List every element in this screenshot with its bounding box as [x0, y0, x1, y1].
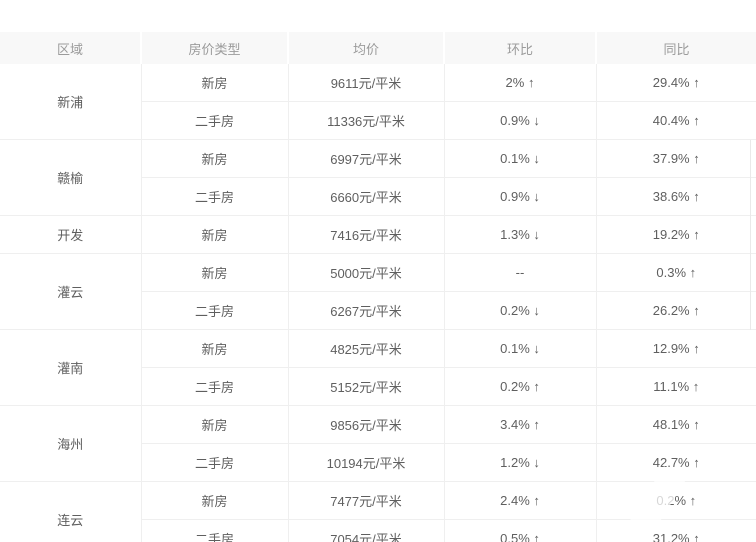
avg-price-cell: 7054元/平米	[287, 519, 445, 542]
yoy-change-cell: 38.6% ↑	[595, 177, 756, 216]
region-cell: 新浦	[0, 64, 142, 140]
yoy-change-cell: 42.7% ↑	[595, 443, 756, 482]
housing-type-cell: 新房	[140, 481, 289, 520]
housing-type-cell: 二手房	[141, 443, 289, 482]
region-cell: 开发	[0, 215, 142, 254]
housing-type-cell: 新房	[140, 253, 289, 292]
region-cell: 灌南	[0, 329, 142, 406]
header-row: 区域 房价类型 均价 环比 同比	[0, 32, 756, 64]
avg-price-cell: 10194元/平米	[287, 443, 445, 482]
header-avg-price: 均价	[287, 32, 444, 64]
table-row: 灌云 新房 5000元/平米 -- 0.3% ↑	[0, 253, 756, 330]
yoy-change-cell: 12.9% ↑	[595, 329, 756, 368]
avg-price-cell: 5152元/平米	[287, 367, 445, 406]
avg-price-cell: 9856元/平米	[287, 405, 445, 444]
table-row: 赣榆 新房 6997元/平米 0.1% ↓ 37.9% ↑	[0, 139, 756, 216]
mom-change-cell: 0.5% ↑	[443, 519, 597, 542]
housing-type-cell: 新房	[140, 215, 289, 254]
housing-type-cell: 二手房	[141, 291, 289, 330]
avg-price-cell: 5000元/平米	[287, 253, 445, 292]
table-row: 新浦 新房 9611元/平米 2% ↑ 29.4% ↑	[0, 64, 756, 140]
mom-change-cell: 2.4% ↑	[443, 481, 597, 520]
region-cell: 灌云	[0, 253, 142, 330]
table-row: 开发 新房 7416元/平米 1.3% ↓ 19.2% ↑	[0, 215, 756, 254]
avg-price-cell: 9611元/平米	[287, 64, 445, 102]
housing-type-cell: 新房	[140, 139, 289, 178]
housing-type-cell: 新房	[140, 329, 289, 368]
region-cell: 连云	[0, 481, 142, 542]
table-row: 海州 新房 9856元/平米 3.4% ↑ 48.1% ↑	[0, 405, 756, 482]
mom-change-cell: 0.9% ↓	[443, 101, 597, 140]
yoy-change-cell: 26.2% ↑	[595, 291, 756, 330]
yoy-change-cell: 11.1% ↑	[595, 367, 756, 406]
yoy-change-cell: 19.2% ↑	[595, 215, 756, 254]
yoy-change-cell: 48.1% ↑	[595, 405, 756, 444]
table-row: 连云 新房 7477元/平米 2.4% ↑ 0.2% ↑	[0, 481, 756, 542]
header-mom-change: 环比	[443, 32, 596, 64]
region-cell: 海州	[0, 405, 142, 482]
region-cell: 赣榆	[0, 139, 142, 216]
mom-change-cell: 0.9% ↓	[443, 177, 597, 216]
yoy-change-cell: 0.3% ↑	[595, 253, 756, 292]
table-row: 二手房 10194元/平米 1.2% ↓ 42.7% ↑	[0, 443, 756, 482]
mom-change-cell: 0.1% ↓	[443, 139, 597, 178]
mom-change-cell: 0.1% ↓	[443, 329, 597, 368]
header-yoy-change: 同比	[595, 32, 756, 64]
yoy-change-cell: 31.2% ↑	[595, 519, 756, 542]
housing-type-cell: 新房	[140, 405, 289, 444]
housing-type-cell: 二手房	[141, 101, 289, 140]
housing-type-cell: 二手房	[141, 519, 289, 542]
avg-price-cell: 7416元/平米	[287, 215, 445, 254]
mom-change-cell: 0.2% ↓	[443, 291, 597, 330]
avg-price-cell: 6660元/平米	[287, 177, 445, 216]
avg-price-cell: 6997元/平米	[287, 139, 445, 178]
yoy-change-cell: 37.9% ↑	[595, 139, 756, 178]
housing-type-cell: 新房	[140, 64, 289, 102]
avg-price-cell: 6267元/平米	[287, 291, 445, 330]
house-price-table: 区域 房价类型 均价 环比 同比 新浦 新房 9611元/平米 2% ↑ 29.…	[0, 32, 756, 542]
housing-type-cell: 二手房	[141, 177, 289, 216]
mom-change-cell: 1.2% ↓	[443, 443, 597, 482]
housing-type-cell: 二手房	[141, 367, 289, 406]
avg-price-cell: 4825元/平米	[287, 329, 445, 368]
mom-change-cell: 2% ↑	[443, 64, 597, 102]
avg-price-cell: 7477元/平米	[287, 481, 445, 520]
yoy-change-cell: 29.4% ↑	[595, 64, 756, 102]
yoy-change-cell: 40.4% ↑	[595, 101, 756, 140]
mom-change-cell: 0.2% ↑	[443, 367, 597, 406]
table-row: 二手房 5152元/平米 0.2% ↑ 11.1% ↑	[0, 367, 756, 406]
right-edge-line	[750, 140, 751, 330]
header-region: 区域	[0, 32, 141, 64]
mom-change-cell: 1.3% ↓	[443, 215, 597, 254]
avg-price-cell: 11336元/平米	[287, 101, 445, 140]
table-row: 灌南 新房 4825元/平米 0.1% ↓ 12.9% ↑	[0, 329, 756, 406]
yoy-change-cell: 0.2% ↑	[595, 481, 756, 520]
table-row: 二手房 6660元/平米 0.9% ↓ 38.6% ↑	[0, 177, 756, 216]
mom-change-cell: 3.4% ↑	[443, 405, 597, 444]
header-housing-type: 房价类型	[140, 32, 288, 64]
mom-change-cell: --	[443, 253, 597, 292]
